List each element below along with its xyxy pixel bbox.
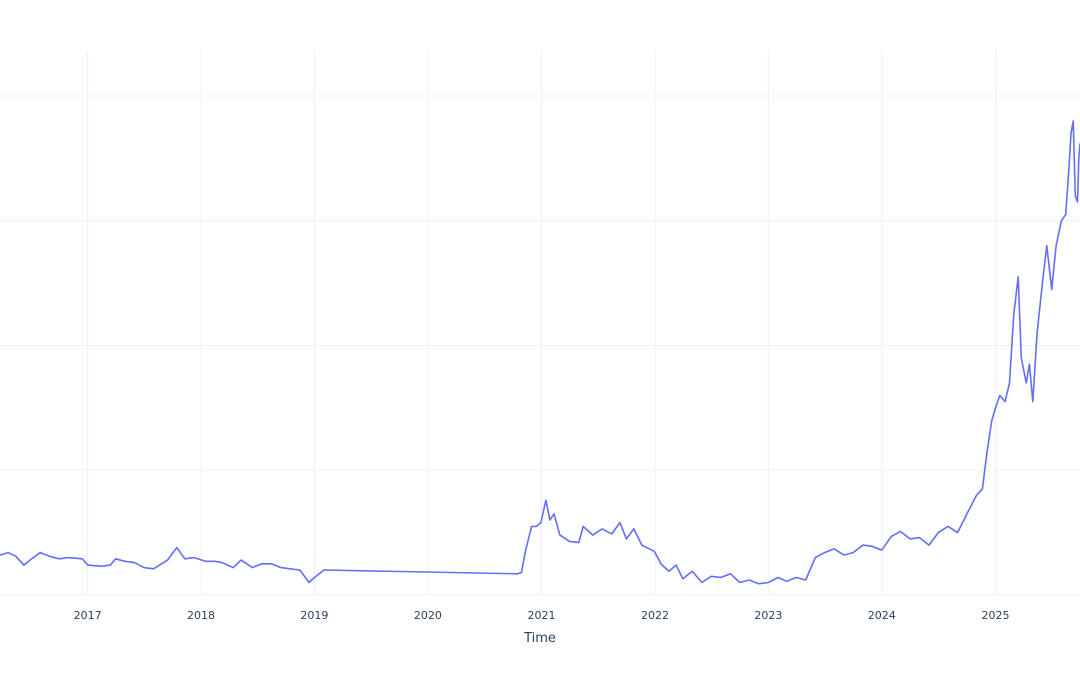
- x-axis-title: Time: [523, 631, 556, 646]
- x-tick-label: 2023: [754, 609, 782, 622]
- x-gridlines: [87, 50, 996, 595]
- x-tick-label: 2019: [300, 609, 328, 622]
- x-tick-label: 2025: [981, 609, 1009, 622]
- x-tick-label: 2021: [528, 609, 556, 622]
- x-tick-labels: 2017 2018 2019 2020 2021 2022 2023 2024 2025: [74, 609, 1010, 622]
- x-tick-label: 2017: [74, 609, 102, 622]
- x-tick-label: 2024: [868, 609, 896, 622]
- series-line: [0, 120, 1080, 585]
- x-tick-label: 2020: [414, 609, 442, 622]
- y-gridlines: [0, 95, 1080, 596]
- x-tick-label: 2022: [641, 609, 669, 622]
- x-tick-label: 2018: [187, 609, 215, 622]
- series-layer: [0, 120, 1080, 585]
